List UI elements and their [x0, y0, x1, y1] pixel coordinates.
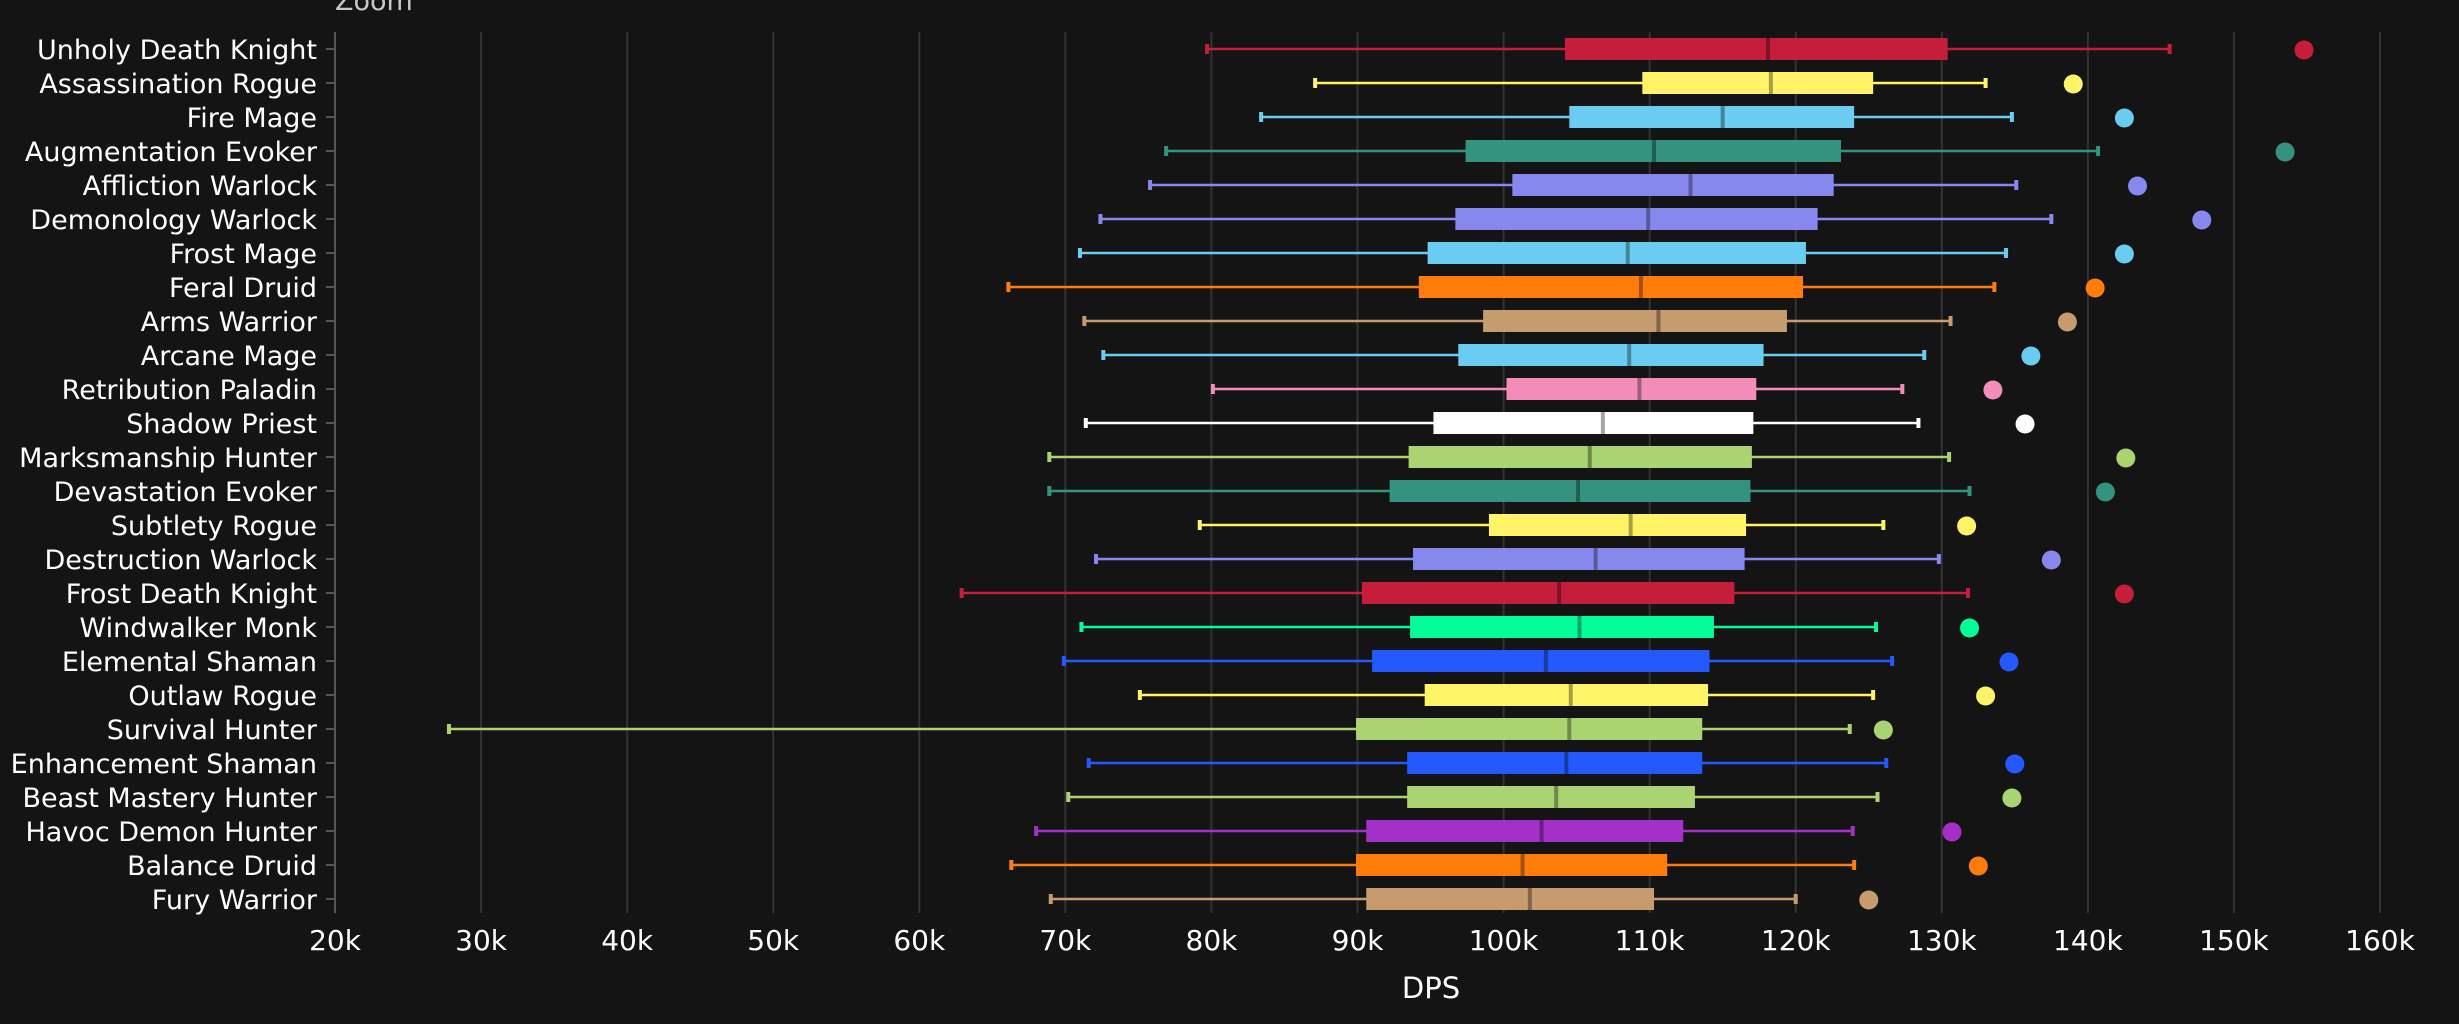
series-layer — [446, 38, 2314, 910]
x-tick-label: 50k — [747, 924, 800, 957]
iqr-box — [1366, 820, 1684, 842]
y-tick-label: Unholy Death Knight — [37, 35, 317, 66]
outlier-point — [2128, 176, 2148, 196]
outlier-point — [1983, 380, 2003, 400]
y-tick-label: Beast Mastery Hunter — [22, 783, 317, 814]
outlier-point — [1960, 618, 1980, 638]
y-tick-label: Frost Death Knight — [66, 579, 317, 610]
axis-layer: 20k 30k 40k 50k 60k 70k 80k 90k 100k 110k 120k 130k… — [11, 32, 2416, 957]
iqr-box — [1433, 412, 1754, 434]
outlier-point — [2085, 278, 2105, 298]
x-tick-label: 100k — [1469, 924, 1539, 957]
x-tick-label: 30k — [455, 924, 508, 957]
y-tick-label: Affliction Warlock — [83, 171, 318, 202]
y-tick-label: Havoc Demon Hunter — [25, 817, 317, 848]
outlier-point — [1957, 516, 1977, 536]
y-tick-label: Fury Warrior — [152, 885, 318, 916]
outlier-point — [2057, 312, 2077, 332]
iqr-box — [1488, 514, 1747, 536]
outlier-point — [2114, 244, 2134, 264]
iqr-box — [1465, 140, 1841, 162]
outlier-point — [2021, 346, 2041, 366]
y-tick-label: Retribution Paladin — [62, 375, 317, 406]
outlier-point — [2114, 108, 2134, 128]
x-tick-label: 20k — [309, 924, 362, 957]
iqr-box — [1458, 344, 1764, 366]
x-tick-label: 90k — [1332, 924, 1385, 957]
iqr-box — [1455, 208, 1818, 230]
y-tick-label: Feral Druid — [169, 273, 317, 304]
iqr-box — [1361, 582, 1735, 604]
iqr-box — [1642, 72, 1874, 94]
iqr-box — [1366, 888, 1655, 910]
y-tick-label: Frost Mage — [170, 239, 317, 270]
iqr-box — [1356, 718, 1703, 740]
x-tick-label: 150k — [2199, 924, 2269, 957]
outlier-point — [2095, 482, 2115, 502]
y-tick-label: Arcane Mage — [141, 341, 317, 372]
y-tick-label: Destruction Warlock — [44, 545, 317, 576]
outlier-point — [1999, 652, 2019, 672]
x-tick-label: 80k — [1186, 924, 1239, 957]
outlier-point — [2015, 414, 2035, 434]
iqr-box — [1413, 548, 1745, 570]
iqr-box — [1389, 480, 1751, 502]
iqr-box — [1356, 854, 1668, 876]
iqr-box — [1424, 684, 1709, 706]
outlier-point — [2041, 550, 2061, 570]
outlier-point — [2294, 40, 2314, 60]
y-tick-label: Marksmanship Hunter — [19, 443, 318, 474]
iqr-box — [1512, 174, 1834, 196]
iqr-box — [1427, 242, 1806, 264]
iqr-box — [1569, 106, 1855, 128]
iqr-box — [1407, 786, 1695, 808]
iqr-box — [1410, 616, 1714, 638]
outlier-point — [2005, 754, 2025, 774]
x-axis-title: DPS — [1402, 971, 1460, 1005]
y-tick-label: Enhancement Shaman — [11, 749, 317, 780]
outlier-point — [1976, 686, 1996, 706]
outlier-point — [1942, 822, 1962, 842]
iqr-box — [1372, 650, 1710, 672]
outlier-point — [1859, 890, 1879, 910]
x-tick-label: 70k — [1039, 924, 1092, 957]
outlier-point — [2002, 788, 2022, 808]
iqr-box — [1407, 752, 1703, 774]
iqr-box — [1408, 446, 1752, 468]
grid-layer — [480, 32, 2381, 913]
y-tick-label: Outlaw Rogue — [128, 681, 317, 712]
y-tick-label: Survival Hunter — [107, 715, 318, 746]
iqr-box — [1506, 378, 1757, 400]
y-tick-label: Elemental Shaman — [62, 647, 317, 678]
x-tick-label: 40k — [601, 924, 654, 957]
y-tick-label: Subtlety Rogue — [111, 511, 317, 542]
iqr-box — [1564, 38, 1948, 60]
y-tick-label: Augmentation Evoker — [25, 137, 318, 168]
y-tick-label: Arms Warrior — [141, 307, 318, 338]
x-tick-label: 130k — [1907, 924, 1977, 957]
y-tick-label: Demonology Warlock — [30, 205, 317, 236]
y-tick-label: Fire Mage — [187, 103, 317, 134]
outlier-point — [2116, 448, 2136, 468]
iqr-box — [1418, 276, 1804, 298]
y-tick-label: Windwalker Monk — [79, 613, 317, 644]
y-tick-label: Devastation Evoker — [54, 477, 318, 508]
zoom-label[interactable]: Zoom — [335, 0, 413, 17]
x-tick-label: 120k — [1761, 924, 1831, 957]
outlier-point — [1968, 856, 1988, 876]
outlier-point — [2063, 74, 2083, 94]
outlier-point — [2275, 142, 2295, 162]
outlier-point — [1873, 720, 1893, 740]
x-tick-label: 160k — [2345, 924, 2415, 957]
outlier-point — [2114, 584, 2134, 604]
y-tick-label: Assassination Rogue — [39, 69, 317, 100]
iqr-box — [1483, 310, 1787, 332]
y-tick-label: Shadow Priest — [126, 409, 317, 440]
x-tick-label: 60k — [893, 924, 946, 957]
x-tick-label: 110k — [1615, 924, 1685, 957]
outlier-point — [2192, 210, 2212, 230]
x-tick-label: 140k — [2053, 924, 2123, 957]
y-tick-label: Balance Druid — [127, 851, 317, 882]
